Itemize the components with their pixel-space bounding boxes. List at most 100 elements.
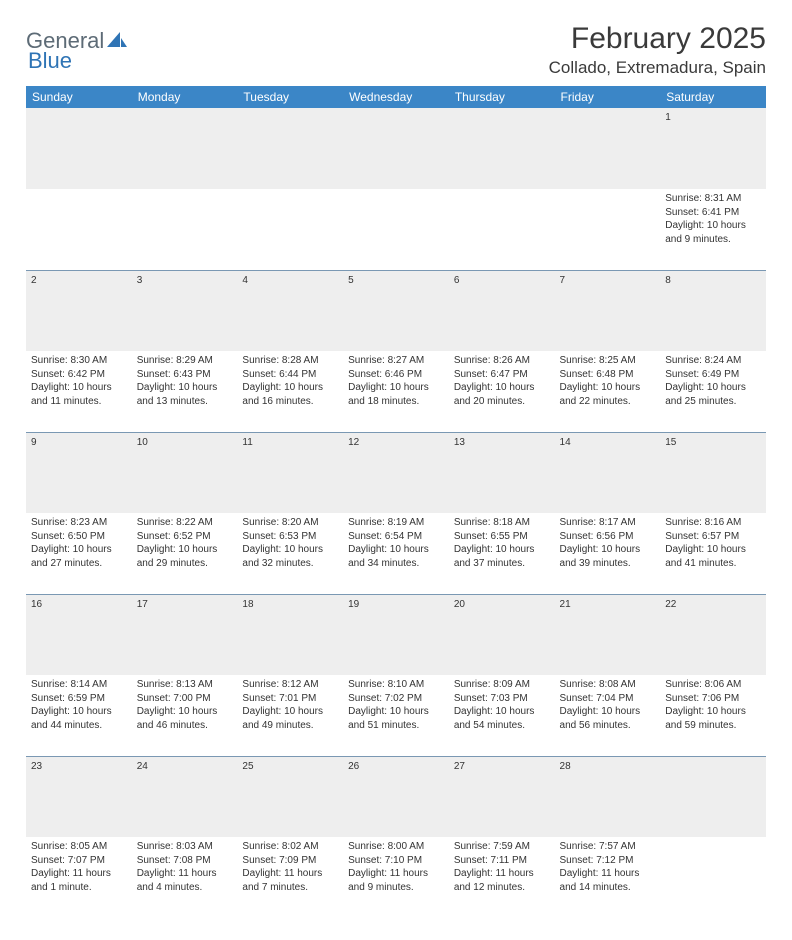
- sunrise-text: Sunrise: 8:23 AM: [31, 516, 127, 530]
- day-number-cell: 2: [26, 270, 132, 351]
- day-number-cell: 15: [660, 432, 766, 513]
- daylight-text: Daylight: 10 hours and 18 minutes.: [348, 381, 444, 408]
- day-detail-cell: Sunrise: 8:17 AMSunset: 6:56 PMDaylight:…: [555, 513, 661, 594]
- sunrise-text: Sunrise: 8:03 AM: [137, 840, 233, 854]
- sunset-text: Sunset: 6:54 PM: [348, 530, 444, 544]
- day-number-cell: [449, 108, 555, 189]
- day-detail-cell: Sunrise: 8:22 AMSunset: 6:52 PMDaylight:…: [132, 513, 238, 594]
- sunrise-text: Sunrise: 8:24 AM: [665, 354, 761, 368]
- daylight-text: Daylight: 11 hours and 9 minutes.: [348, 867, 444, 894]
- col-sunday: Sunday: [26, 86, 132, 108]
- day-number-cell: 27: [449, 756, 555, 837]
- sunset-text: Sunset: 6:43 PM: [137, 368, 233, 382]
- day-detail-cell: Sunrise: 8:23 AMSunset: 6:50 PMDaylight:…: [26, 513, 132, 594]
- sunrise-text: Sunrise: 7:57 AM: [560, 840, 656, 854]
- sunrise-text: Sunrise: 8:13 AM: [137, 678, 233, 692]
- week-number-row: 16171819202122: [26, 594, 766, 675]
- day-detail-cell: Sunrise: 8:20 AMSunset: 6:53 PMDaylight:…: [237, 513, 343, 594]
- sunset-text: Sunset: 6:42 PM: [31, 368, 127, 382]
- day-number-cell: 14: [555, 432, 661, 513]
- sunrise-text: Sunrise: 8:14 AM: [31, 678, 127, 692]
- sunrise-text: Sunrise: 8:16 AM: [665, 516, 761, 530]
- day-detail-cell: Sunrise: 8:24 AMSunset: 6:49 PMDaylight:…: [660, 351, 766, 432]
- sunrise-text: Sunrise: 8:30 AM: [31, 354, 127, 368]
- sunset-text: Sunset: 6:57 PM: [665, 530, 761, 544]
- daylight-text: Daylight: 10 hours and 16 minutes.: [242, 381, 338, 408]
- week-number-row: 1: [26, 108, 766, 189]
- title-block: February 2025 Collado, Extremadura, Spai…: [549, 22, 766, 78]
- daylight-text: Daylight: 10 hours and 22 minutes.: [560, 381, 656, 408]
- day-detail-cell: Sunrise: 8:03 AMSunset: 7:08 PMDaylight:…: [132, 837, 238, 918]
- sunset-text: Sunset: 6:46 PM: [348, 368, 444, 382]
- sunset-text: Sunset: 7:07 PM: [31, 854, 127, 868]
- sunset-text: Sunset: 7:01 PM: [242, 692, 338, 706]
- sunset-text: Sunset: 6:49 PM: [665, 368, 761, 382]
- day-number-cell: 13: [449, 432, 555, 513]
- day-detail-cell: Sunrise: 8:29 AMSunset: 6:43 PMDaylight:…: [132, 351, 238, 432]
- sunrise-text: Sunrise: 8:06 AM: [665, 678, 761, 692]
- sunrise-text: Sunrise: 8:26 AM: [454, 354, 550, 368]
- day-detail-cell: Sunrise: 7:59 AMSunset: 7:11 PMDaylight:…: [449, 837, 555, 918]
- daylight-text: Daylight: 10 hours and 56 minutes.: [560, 705, 656, 732]
- day-detail-cell: Sunrise: 8:19 AMSunset: 6:54 PMDaylight:…: [343, 513, 449, 594]
- daylight-text: Daylight: 10 hours and 49 minutes.: [242, 705, 338, 732]
- sunset-text: Sunset: 7:04 PM: [560, 692, 656, 706]
- day-number-cell: 20: [449, 594, 555, 675]
- day-number-cell: 4: [237, 270, 343, 351]
- day-number-cell: [26, 108, 132, 189]
- col-friday: Friday: [555, 86, 661, 108]
- week-number-row: 232425262728: [26, 756, 766, 837]
- day-number-cell: 3: [132, 270, 238, 351]
- day-detail-cell: [555, 189, 661, 270]
- calendar-body: 1Sunrise: 8:31 AMSunset: 6:41 PMDaylight…: [26, 108, 766, 918]
- day-number-cell: [555, 108, 661, 189]
- day-detail-cell: [449, 189, 555, 270]
- day-number-cell: 11: [237, 432, 343, 513]
- day-detail-cell: Sunrise: 8:06 AMSunset: 7:06 PMDaylight:…: [660, 675, 766, 756]
- sunset-text: Sunset: 6:44 PM: [242, 368, 338, 382]
- daylight-text: Daylight: 11 hours and 1 minute.: [31, 867, 127, 894]
- day-number-cell: 24: [132, 756, 238, 837]
- day-detail-cell: Sunrise: 8:02 AMSunset: 7:09 PMDaylight:…: [237, 837, 343, 918]
- calendar-table: Sunday Monday Tuesday Wednesday Thursday…: [26, 86, 766, 918]
- sunset-text: Sunset: 6:53 PM: [242, 530, 338, 544]
- day-detail-cell: Sunrise: 8:09 AMSunset: 7:03 PMDaylight:…: [449, 675, 555, 756]
- day-detail-cell: Sunrise: 8:10 AMSunset: 7:02 PMDaylight:…: [343, 675, 449, 756]
- day-detail-cell: [660, 837, 766, 918]
- sunset-text: Sunset: 6:56 PM: [560, 530, 656, 544]
- day-detail-cell: Sunrise: 8:30 AMSunset: 6:42 PMDaylight:…: [26, 351, 132, 432]
- sunset-text: Sunset: 6:50 PM: [31, 530, 127, 544]
- day-number-cell: 26: [343, 756, 449, 837]
- sunrise-text: Sunrise: 8:00 AM: [348, 840, 444, 854]
- day-detail-cell: Sunrise: 8:14 AMSunset: 6:59 PMDaylight:…: [26, 675, 132, 756]
- daylight-text: Daylight: 11 hours and 12 minutes.: [454, 867, 550, 894]
- daylight-text: Daylight: 10 hours and 59 minutes.: [665, 705, 761, 732]
- day-number-cell: 10: [132, 432, 238, 513]
- day-number-cell: 7: [555, 270, 661, 351]
- day-detail-cell: [343, 189, 449, 270]
- daylight-text: Daylight: 11 hours and 4 minutes.: [137, 867, 233, 894]
- sunrise-text: Sunrise: 8:18 AM: [454, 516, 550, 530]
- sunset-text: Sunset: 6:59 PM: [31, 692, 127, 706]
- sunset-text: Sunset: 6:47 PM: [454, 368, 550, 382]
- sunrise-text: Sunrise: 8:19 AM: [348, 516, 444, 530]
- col-monday: Monday: [132, 86, 238, 108]
- calendar-page: General February 2025 Collado, Extremadu…: [0, 0, 792, 940]
- sunset-text: Sunset: 7:03 PM: [454, 692, 550, 706]
- sunset-text: Sunset: 6:52 PM: [137, 530, 233, 544]
- sunrise-text: Sunrise: 8:29 AM: [137, 354, 233, 368]
- sunrise-text: Sunrise: 8:31 AM: [665, 192, 761, 206]
- day-number-cell: 28: [555, 756, 661, 837]
- sunrise-text: Sunrise: 8:05 AM: [31, 840, 127, 854]
- week-detail-row: Sunrise: 8:05 AMSunset: 7:07 PMDaylight:…: [26, 837, 766, 918]
- day-number-cell: 12: [343, 432, 449, 513]
- sunset-text: Sunset: 7:10 PM: [348, 854, 444, 868]
- week-detail-row: Sunrise: 8:31 AMSunset: 6:41 PMDaylight:…: [26, 189, 766, 270]
- daylight-text: Daylight: 10 hours and 27 minutes.: [31, 543, 127, 570]
- location-subtitle: Collado, Extremadura, Spain: [549, 58, 766, 78]
- day-detail-cell: [132, 189, 238, 270]
- day-detail-cell: [26, 189, 132, 270]
- sunset-text: Sunset: 6:41 PM: [665, 206, 761, 220]
- day-number-cell: 6: [449, 270, 555, 351]
- day-number-cell: 8: [660, 270, 766, 351]
